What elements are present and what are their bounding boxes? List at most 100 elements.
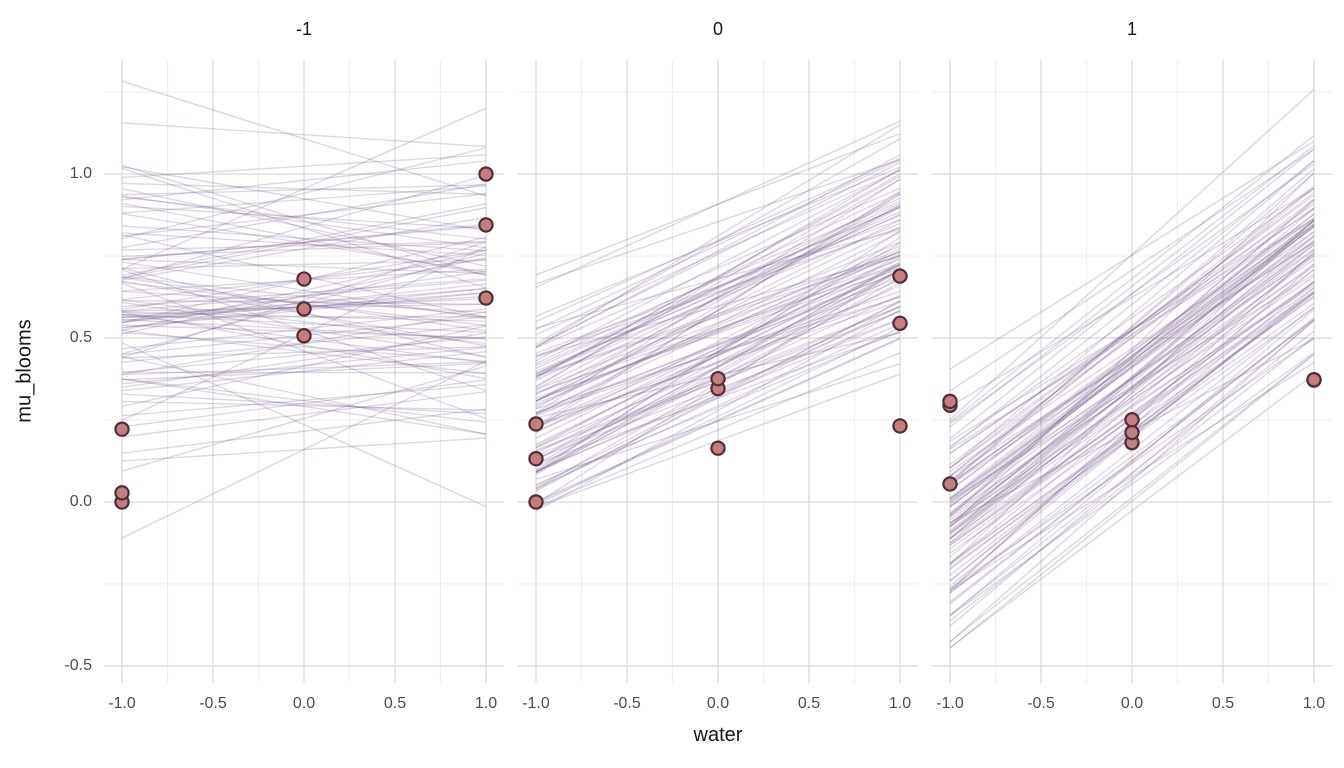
posterior-line [949, 160, 1315, 469]
posterior-line [949, 224, 1315, 528]
posterior-line [949, 240, 1315, 486]
posterior-line [535, 262, 901, 402]
posterior-line [535, 290, 901, 415]
posterior-line [121, 378, 487, 435]
posterior-line [949, 230, 1315, 525]
data-point [1306, 371, 1322, 388]
x-tick-label: -0.5 [1027, 695, 1055, 712]
posterior-line [535, 226, 901, 402]
posterior-line [949, 231, 1315, 484]
posterior-line-bundle [535, 120, 901, 512]
posterior-line [949, 172, 1315, 482]
posterior-line [535, 193, 901, 402]
posterior-line [535, 190, 901, 430]
posterior-line [535, 337, 901, 502]
x-tick-label: 1.0 [1302, 695, 1326, 712]
posterior-line [535, 264, 901, 393]
posterior-line [949, 243, 1315, 544]
posterior-line [949, 198, 1315, 517]
posterior-line [949, 225, 1315, 508]
data-point [296, 328, 312, 344]
posterior-line [535, 166, 901, 317]
data-point [892, 418, 908, 434]
posterior-line [535, 191, 901, 365]
posterior-line [121, 336, 487, 374]
posterior-line [949, 235, 1315, 540]
posterior-line [121, 400, 487, 411]
posterior-line [949, 241, 1315, 478]
posterior-line [949, 317, 1315, 605]
posterior-line [121, 390, 487, 438]
posterior-line [949, 244, 1315, 514]
posterior-line [535, 269, 901, 428]
posterior-line [949, 148, 1315, 392]
posterior-line [535, 159, 901, 285]
data-point [710, 440, 726, 456]
posterior-line [121, 213, 487, 273]
posterior-line [535, 255, 901, 357]
posterior-line [535, 265, 901, 445]
posterior-line [121, 371, 487, 374]
posterior-line [121, 205, 487, 230]
posterior-line [121, 259, 487, 270]
posterior-line [949, 319, 1315, 594]
facet-strip-label: 0 [712, 19, 723, 39]
data-point [942, 393, 958, 410]
posterior-line [949, 213, 1315, 492]
posterior-line [535, 276, 901, 414]
posterior-line [949, 353, 1315, 649]
posterior-line [121, 187, 487, 267]
posterior-line [121, 356, 487, 435]
posterior-line [535, 264, 901, 426]
posterior-line [535, 132, 901, 276]
y-tick-label: 0.0 [69, 493, 92, 510]
posterior-line [949, 320, 1315, 627]
data-point [114, 485, 130, 501]
posterior-line [121, 154, 487, 179]
posterior-line [949, 373, 1315, 648]
posterior-line [121, 378, 487, 423]
posterior-line [949, 308, 1315, 617]
x-tick-label: -1.0 [936, 695, 964, 712]
posterior-line [949, 217, 1315, 442]
posterior-line [121, 362, 487, 381]
posterior-line [949, 242, 1315, 533]
posterior-line [121, 192, 487, 237]
facet-panel [932, 60, 1332, 683]
posterior-line [121, 256, 487, 335]
posterior-line [949, 198, 1315, 477]
posterior-line [949, 167, 1315, 484]
data-point [114, 421, 130, 437]
posterior-line [121, 379, 487, 428]
posterior-line [535, 206, 901, 367]
posterior-line [949, 337, 1315, 590]
data-point [478, 290, 494, 306]
posterior-line [121, 216, 487, 281]
data-point [710, 371, 726, 387]
posterior-line [535, 226, 901, 357]
posterior-line [121, 282, 487, 420]
posterior-line [949, 263, 1315, 531]
posterior-line [949, 220, 1315, 491]
posterior-line [121, 329, 487, 375]
posterior-line [535, 200, 901, 359]
posterior-line [949, 351, 1315, 617]
posterior-line [535, 245, 901, 407]
posterior-line [949, 273, 1315, 501]
posterior-line [949, 255, 1315, 540]
posterior-line [121, 311, 487, 322]
posterior-line [121, 122, 487, 148]
posterior-line [121, 393, 487, 415]
posterior-line [535, 169, 901, 336]
posterior-line [949, 239, 1315, 524]
posterior-line [535, 305, 901, 491]
posterior-line [535, 187, 901, 349]
posterior-line [535, 268, 901, 465]
data-point [1124, 424, 1140, 441]
posterior-line [535, 261, 901, 474]
posterior-line [121, 184, 487, 196]
x-tick-label: 0.0 [706, 695, 730, 712]
posterior-line [121, 182, 487, 195]
posterior-line [535, 251, 901, 377]
posterior-line [535, 247, 901, 415]
